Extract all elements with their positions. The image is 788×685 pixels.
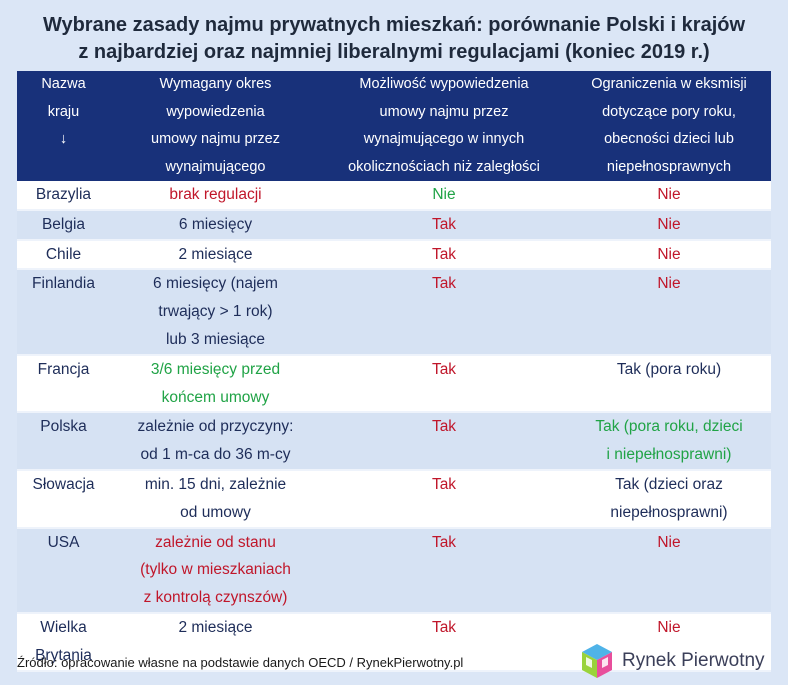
header-termination: Możliwość wypowiedzenia umowy najmu prze…	[321, 71, 567, 181]
notice-cell: 3/6 miesięcy przed końcem umowy	[110, 354, 321, 414]
comparison-table: Nazwa kraju ↓ Wymagany okres wypowiedzen…	[17, 71, 771, 672]
header-notice-period: Wymagany okres wypowiedzenia umowy najmu…	[110, 71, 321, 181]
page-title: Wybrane zasady najmu prywatnych mieszkań…	[0, 12, 788, 66]
table-row: Polska zależnie od przyczyny: od 1 m-ca …	[17, 412, 771, 471]
country-cell: Słowacja	[17, 469, 110, 529]
termination-cell: Tak	[321, 209, 567, 241]
header-row: Nazwa kraju ↓ Wymagany okres wypowiedzen…	[17, 71, 771, 181]
eviction-cell: Tak (pora roku)	[567, 354, 771, 414]
table-row: Belgia 6 miesięcy Tak Nie	[17, 209, 771, 241]
header-termination-line: Możliwość wypowiedzenia	[359, 76, 529, 92]
termination-cell: Tak	[321, 354, 567, 414]
country-cell: Belgia	[17, 209, 110, 241]
sort-arrow-icon: ↓	[59, 131, 68, 147]
eviction-cell: Nie	[567, 527, 771, 614]
table-row: Chile 2 miesiące Tak Nie	[17, 239, 771, 271]
notice-cell: zależnie od przyczyny: od 1 m-ca do 36 m…	[110, 412, 321, 471]
termination-cell: Tak	[321, 412, 567, 471]
house-cube-icon	[582, 644, 612, 678]
header-termination-line: umowy najmu przez	[379, 103, 509, 120]
title-line-2: z najbardziej oraz najmniej liberalnymi …	[78, 41, 710, 63]
header-eviction-line: Ograniczenia w eksmisji	[591, 76, 747, 92]
notice-cell: 2 miesiące	[110, 612, 321, 672]
eviction-cell: Tak (pora roku, dzieci i niepełnosprawni…	[567, 412, 771, 471]
termination-cell: Tak	[321, 269, 567, 356]
header-eviction-line: niepełnosprawnych	[606, 158, 732, 175]
country-cell: Polska	[17, 412, 110, 471]
notice-cell: zależnie od stanu (tylko w mieszkaniach …	[110, 527, 321, 614]
termination-cell: Tak	[321, 239, 567, 271]
country-cell: Francja	[17, 354, 110, 414]
table-row: Brazylia brak regulacji Nie Nie	[17, 181, 771, 211]
source-note: Źródło: opracowanie własne na podstawie …	[17, 655, 464, 670]
termination-cell: Tak	[321, 469, 567, 529]
country-cell: Finlandia	[17, 269, 110, 356]
header-country: Nazwa kraju ↓	[17, 71, 110, 181]
termination-cell: Tak	[321, 527, 567, 614]
eviction-cell: Nie	[567, 269, 771, 356]
notice-cell: min. 15 dni, zależnie od umowy	[110, 469, 321, 529]
logo-text: Rynek Pierwotny	[622, 650, 765, 671]
header-eviction-line: obecności dzieci lub	[604, 131, 734, 147]
notice-cell: 2 miesiące	[110, 239, 321, 271]
table-row: Finlandia 6 miesięcy (najem trwający > 1…	[17, 269, 771, 356]
header-notice-line: wynajmującego	[165, 158, 266, 175]
eviction-cell: Nie	[567, 181, 771, 211]
notice-cell: 6 miesięcy (najem trwający > 1 rok) lub …	[110, 269, 321, 356]
table-row: Francja 3/6 miesięcy przed końcem umowy …	[17, 354, 771, 414]
header-notice-line: wypowiedzenia	[166, 103, 265, 120]
country-cell: Brazylia	[17, 181, 110, 211]
table-body: Brazylia brak regulacji Nie Nie Belgia 6…	[17, 181, 771, 672]
notice-cell: 6 miesięcy	[110, 209, 321, 241]
header-country-line: kraju	[47, 103, 80, 120]
table-row: Słowacja min. 15 dni, zależnie od umowy …	[17, 469, 771, 529]
header-notice-line: Wymagany okres	[159, 76, 272, 92]
header-termination-line: wynajmującego w innych	[363, 131, 525, 147]
termination-cell: Tak	[321, 612, 567, 672]
eviction-cell: Tak (dzieci oraz niepełnosprawni)	[567, 469, 771, 529]
country-cell: Wielka Brytania	[17, 612, 110, 672]
eviction-cell: Nie	[567, 239, 771, 271]
header-eviction-line: dotyczące pory roku,	[602, 103, 736, 120]
notice-cell: brak regulacji	[110, 181, 321, 211]
header-notice-line: umowy najmu przez	[151, 131, 280, 147]
eviction-cell: Nie	[567, 209, 771, 241]
termination-cell: Nie	[321, 181, 567, 211]
header-termination-line: okolicznościach niż zaległości	[348, 158, 540, 175]
country-cell: USA	[17, 527, 110, 614]
table-row: USA zależnie od stanu (tylko w mieszkani…	[17, 527, 771, 614]
country-cell: Chile	[17, 239, 110, 271]
header-country-line: Nazwa	[41, 76, 86, 92]
title-line-1: Wybrane zasady najmu prywatnych mieszkań…	[42, 14, 746, 36]
header-eviction: Ograniczenia w eksmisji dotyczące pory r…	[567, 71, 771, 181]
table-row: Wielka Brytania 2 miesiące Tak Nie	[17, 612, 771, 672]
brand-logo: Rynek Pierwotny	[580, 641, 765, 681]
